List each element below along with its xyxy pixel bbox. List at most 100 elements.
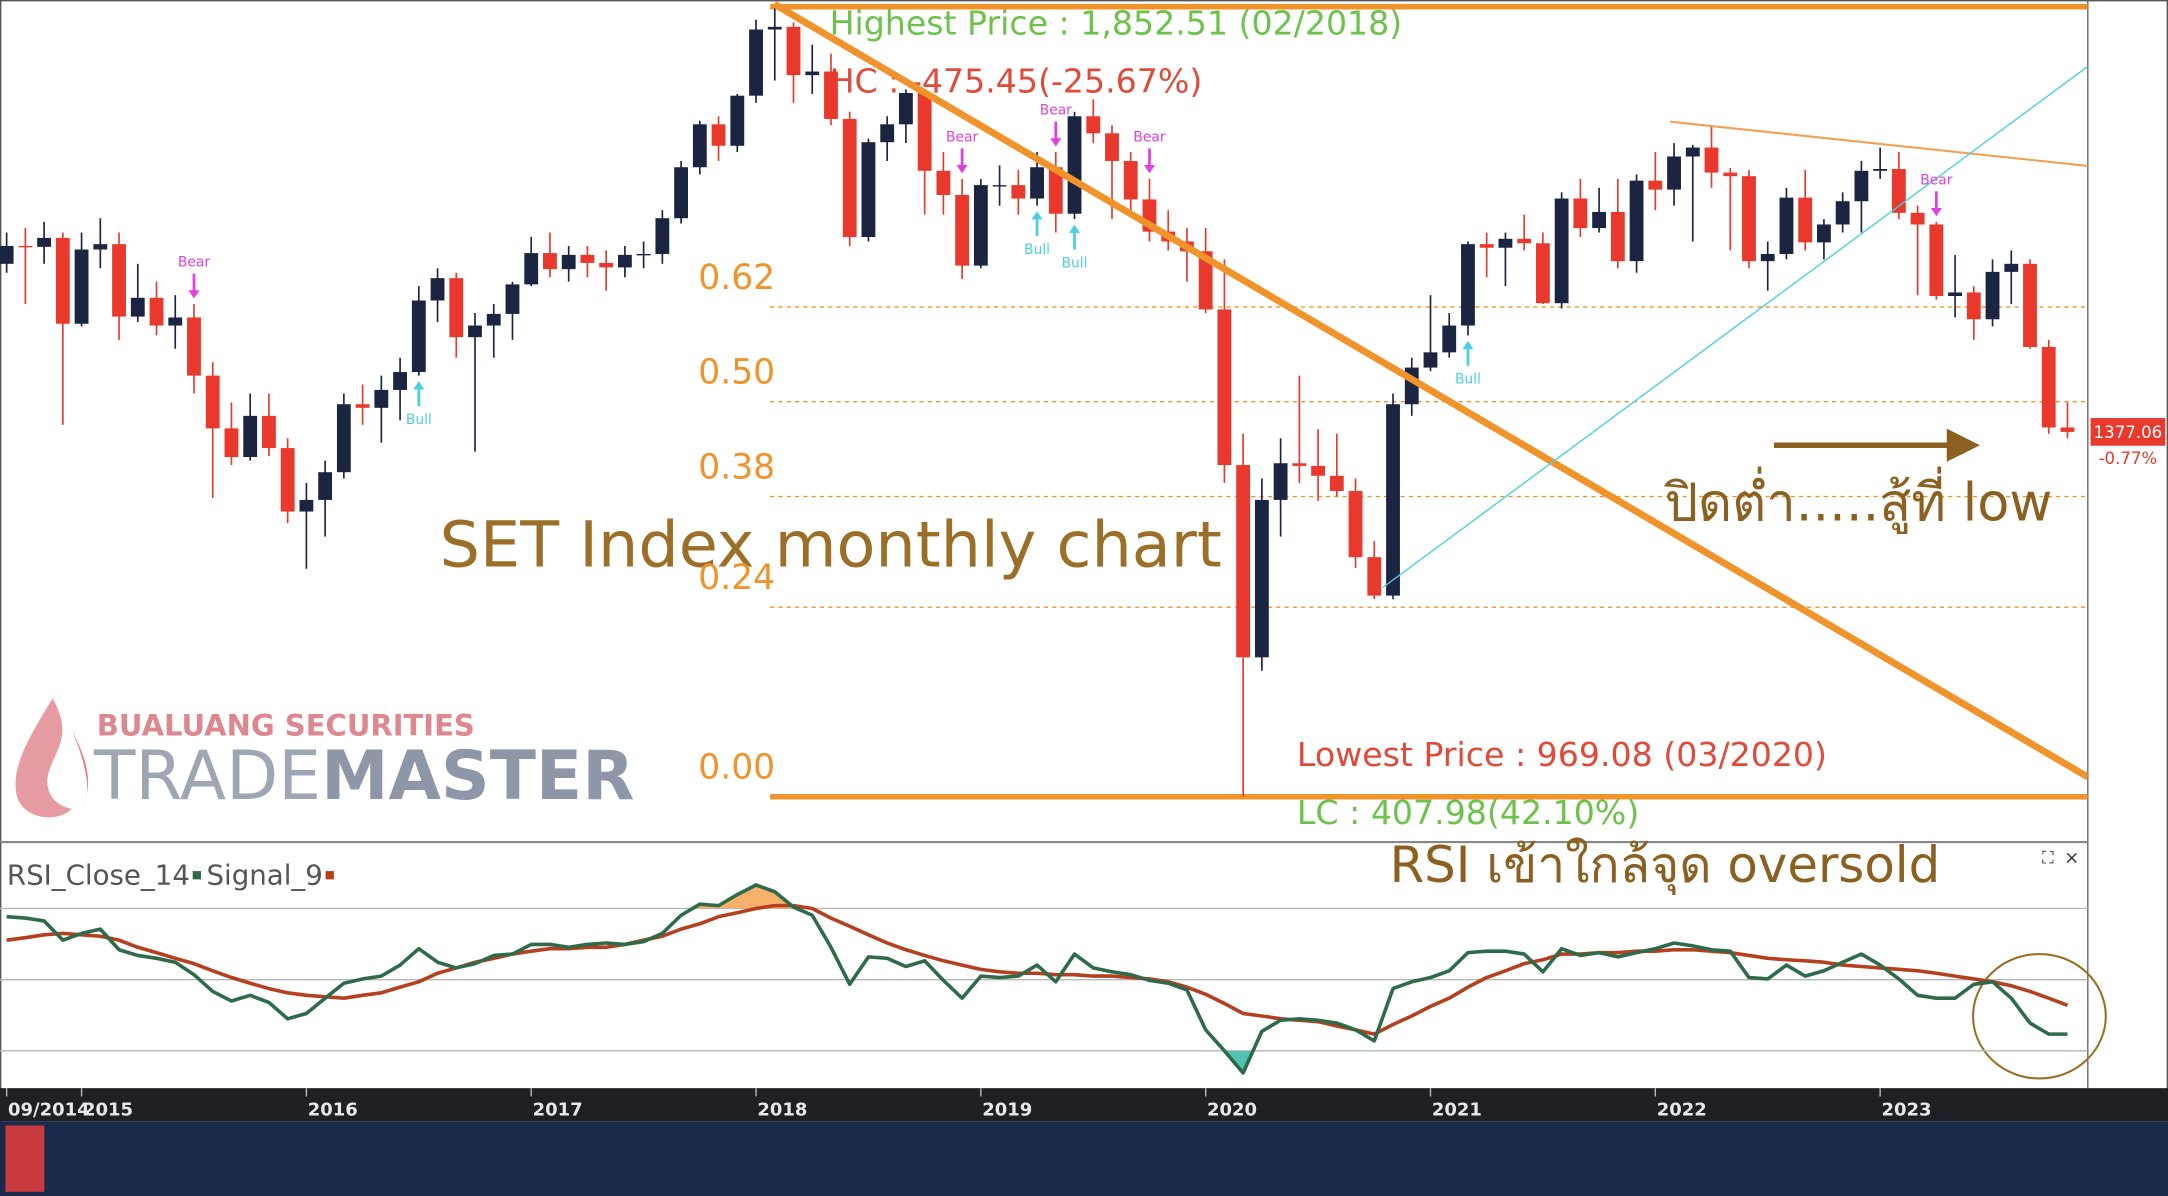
- candle-body: [243, 415, 258, 457]
- candle-body: [767, 26, 782, 30]
- candle-body: [1086, 116, 1101, 134]
- legend-swatch: [325, 871, 334, 880]
- candle-body: [336, 404, 351, 473]
- candle-body: [1779, 197, 1794, 254]
- candle-body: [842, 118, 857, 237]
- signal-label: Bull: [406, 412, 432, 428]
- candle-body: [2060, 427, 2075, 432]
- candle-body: [899, 93, 913, 125]
- candle-body: [1854, 170, 1869, 202]
- fib-label: 0.62: [698, 258, 775, 298]
- candle-body: [1273, 463, 1288, 500]
- rsi-note: RSI เข้าใกล้จุด oversold: [1390, 836, 1941, 895]
- trend-line: [1670, 120, 2088, 167]
- candle-body: [1292, 463, 1307, 466]
- logo-text: TRADEMASTER: [93, 735, 634, 814]
- candle-body: [205, 375, 220, 429]
- signal-arrow-head: [1930, 207, 1942, 217]
- candle-body: [1948, 292, 1962, 297]
- candle-body: [1479, 244, 1494, 248]
- signal-arrow-head: [1031, 211, 1043, 220]
- candle-body: [617, 254, 632, 268]
- candle-body: [112, 244, 126, 317]
- highest-annotation: Highest Price : 1,852.51 (02/2018): [830, 3, 1403, 42]
- candle-body: [2041, 346, 2056, 428]
- signal-label: Bear: [1133, 129, 1165, 145]
- oversold-fill: [1224, 1050, 1254, 1073]
- candle-body: [1573, 198, 1588, 229]
- candle-body: [1517, 238, 1532, 244]
- candle-body: [692, 124, 707, 168]
- candle-body: [318, 472, 333, 500]
- candle-body: [786, 26, 801, 76]
- candle-body: [1367, 557, 1382, 596]
- panel-close[interactable]: ×: [2064, 848, 2079, 869]
- candle-body: [1311, 465, 1325, 476]
- signal-label: Bear: [946, 129, 978, 145]
- signal-arrow-head: [1068, 224, 1081, 233]
- panel-expand[interactable]: ⛶: [2042, 848, 2054, 867]
- highlight-circle: [1972, 952, 2107, 1080]
- signal-label: Bear: [1920, 172, 1952, 188]
- candle-body: [1442, 325, 1457, 353]
- candle-body: [355, 404, 370, 408]
- x-tick-label: 2023: [1882, 1099, 1932, 1120]
- candle-body: [936, 170, 951, 195]
- candle-body: [262, 415, 276, 449]
- candle-body: [561, 254, 576, 270]
- arrow-head: [1946, 428, 1980, 462]
- logo-flame: [15, 698, 72, 818]
- candle-body: [1105, 133, 1119, 161]
- candle-body: [1667, 156, 1681, 190]
- legend-swatch: [192, 871, 201, 880]
- candle-body: [973, 185, 988, 266]
- rsi-panel: [0, 883, 2088, 1075]
- candle-body: [1348, 490, 1363, 558]
- candle-body: [2004, 263, 2019, 272]
- candle-body: [1592, 211, 1607, 229]
- over-layer: Highest Price : 1,852.51 (02/2018) Lowes…: [5, 1, 2166, 1120]
- candle-body: [1798, 197, 1813, 243]
- signal-label: Bull: [1455, 372, 1481, 388]
- candle-body: [1461, 244, 1475, 326]
- candle-body: [992, 185, 1007, 187]
- lc-annotation: LC : 407.98(42.10%): [1297, 793, 1639, 832]
- signal-label: Bull: [1024, 242, 1050, 258]
- x-tick-label: 2016: [308, 1099, 358, 1120]
- hc-annotation: HC : -475.45(-25.67%): [830, 61, 1203, 100]
- candle-body: [1648, 180, 1663, 190]
- candle-body: [1817, 224, 1831, 243]
- candle-body: [1217, 309, 1232, 466]
- candle-body: [1329, 475, 1344, 491]
- candle-body: [168, 317, 183, 326]
- candle-body: [468, 325, 482, 338]
- candle-body: [430, 278, 445, 301]
- fib-label: 0.50: [698, 353, 775, 393]
- chart-title: SET Index monthly chart: [440, 507, 1222, 581]
- candle-body: [1891, 169, 1906, 213]
- candle-body: [1910, 212, 1925, 225]
- candles: [0, 6, 2075, 797]
- candle-body: [1929, 224, 1944, 297]
- x-tick-label: 2019: [982, 1099, 1032, 1120]
- logo-flame: [58, 730, 89, 823]
- logo-text: BUALUANG SECURITIES: [97, 708, 475, 742]
- time-axis: [0, 1088, 2168, 1122]
- candle-body: [224, 428, 239, 457]
- candle-body: [1610, 211, 1625, 262]
- candle-body: [393, 372, 407, 390]
- candle-body: [1198, 251, 1213, 310]
- x-tick-label: 09/2014: [8, 1099, 90, 1120]
- signal-arrow-head: [956, 165, 968, 174]
- logo-master: MASTER: [321, 735, 634, 814]
- rsi-line: [6, 883, 2068, 1075]
- under-layer: HC : -475.45(-25.67%): [770, 3, 2088, 800]
- candle-body: [674, 167, 689, 219]
- fib-label: 0.00: [698, 748, 775, 788]
- candle-body: [55, 237, 70, 324]
- fib-label: 0.38: [698, 447, 775, 487]
- candle-body: [1236, 465, 1251, 658]
- candle-body: [280, 448, 295, 512]
- candle-body: [0, 245, 14, 264]
